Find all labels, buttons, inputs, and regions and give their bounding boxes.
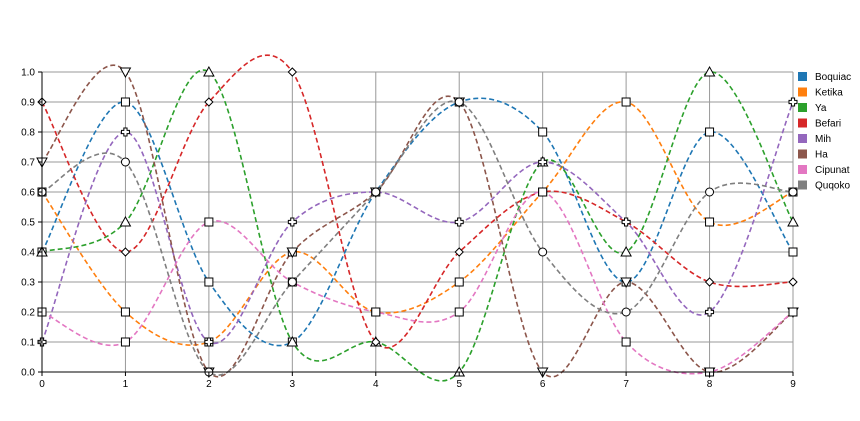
legend-swatch-boquiac (798, 72, 807, 81)
axis-layer: 0.0 0.1 0.2 0.3 0.4 0.5 0.6 0.7 0.8 0.9 1.0 0 1 2 3 4 5 6… (21, 68, 796, 391)
grid-layer (41, 71, 794, 373)
data-point-mih (538, 157, 548, 167)
legend-label-ha: Ha (815, 150, 828, 161)
legend-label-mih: Mih (815, 134, 831, 145)
series-line-ketika (41, 101, 794, 346)
x-tick-label: 0 (39, 379, 45, 390)
y-tick-label: 1.0 (21, 68, 35, 79)
series-line-ha (41, 64, 794, 378)
data-point-befari (788, 277, 798, 287)
data-point-boquiac (538, 127, 548, 137)
legend-swatch-ya (798, 103, 807, 112)
y-tick-label: 0.7 (21, 158, 35, 169)
legend: Boquiac Ketika Ya Befari Mih Ha Cipunat Quqoko (798, 72, 851, 192)
legend-swatch-ketika (798, 87, 807, 97)
data-point-mih (120, 127, 130, 137)
y-tick-label: 0.9 (21, 98, 35, 109)
data-point-quqoko (788, 187, 798, 197)
data-point-quqoko (621, 307, 631, 317)
data-point-cipunat (204, 217, 214, 227)
data-point-befari (454, 247, 464, 257)
data-point-befari (120, 247, 131, 257)
legend-label-befari: Befari (815, 119, 841, 130)
data-point-ya (203, 65, 215, 77)
data-point-mih (204, 337, 214, 347)
legend-swatch-quqoko (798, 180, 807, 190)
data-point-quqoko (538, 247, 548, 257)
legend-label-ketika: Ketika (815, 88, 843, 99)
legend-label-cipunat: Cipunat (815, 165, 850, 176)
series-line-mih (41, 101, 794, 345)
data-point-cipunat (788, 307, 798, 317)
data-point-ha (620, 277, 632, 289)
data-point-ha (119, 67, 132, 79)
data-point-ketika (621, 97, 631, 107)
data-point-boquiac (788, 247, 798, 257)
data-point-cipunat (621, 337, 631, 347)
data-point-mih (705, 307, 715, 317)
data-point-ketika (705, 217, 715, 227)
x-tick-label: 1 (123, 379, 129, 390)
data-point-quqoko (371, 187, 381, 197)
x-tick-label: 9 (790, 379, 796, 390)
y-tick-label: 0.6 (21, 188, 35, 199)
x-tick-label: 4 (373, 379, 379, 390)
series-line-ya (41, 69, 794, 382)
data-point-ha (286, 247, 299, 259)
data-point-cipunat (454, 307, 464, 317)
data-point-ya (286, 335, 299, 347)
legend-swatch-cipunat (798, 165, 807, 174)
series-line-befari (41, 54, 794, 349)
series-layer (41, 54, 794, 382)
data-point-ya (620, 245, 632, 257)
x-tick-label: 6 (540, 379, 546, 390)
y-tick-label: 0.1 (21, 338, 35, 349)
data-point-cipunat (371, 307, 381, 317)
series-line-quqoko (41, 100, 794, 376)
data-point-ya (119, 215, 132, 227)
y-tick-label: 0.5 (21, 218, 35, 229)
data-point-mih (621, 217, 631, 227)
data-point-boquiac (120, 97, 130, 107)
data-point-mih (287, 217, 297, 227)
x-tick-label: 5 (456, 379, 462, 390)
data-point-befari (287, 67, 298, 77)
data-point-ketika (120, 307, 130, 317)
data-point-cipunat (120, 337, 130, 347)
y-tick-label: 0.3 (21, 278, 35, 289)
series-line-boquiac (41, 97, 794, 347)
y-tick-label: 0.8 (21, 128, 35, 139)
legend-swatch-befari (798, 118, 807, 128)
y-tick-label: 0.4 (21, 248, 35, 259)
data-point-befari (371, 337, 381, 347)
data-point-befari (204, 97, 214, 107)
legend-label-quqoko: Quqoko (815, 181, 850, 192)
legend-swatch-mih (798, 134, 807, 143)
data-point-ya (703, 65, 716, 77)
data-point-boquiac (705, 127, 715, 137)
data-point-mih (788, 97, 798, 107)
legend-label-boquiac: Boquiac (815, 72, 851, 83)
data-point-befari (704, 277, 715, 287)
x-tick-label: 7 (623, 379, 629, 390)
x-tick-label: 3 (290, 379, 296, 390)
y-tick-label: 0.0 (21, 368, 35, 379)
data-point-quqoko (120, 157, 130, 167)
series-line-cipunat (41, 191, 794, 375)
data-point-quqoko (705, 187, 715, 197)
x-tick-label: 2 (206, 379, 212, 390)
legend-swatch-ha (798, 149, 807, 159)
data-point-boquiac (204, 277, 214, 287)
data-point-ya (787, 215, 799, 227)
y-tick-label: 0.2 (21, 308, 35, 319)
data-point-quqoko (287, 277, 297, 287)
data-point-ketika (454, 277, 464, 287)
data-point-mih (454, 217, 464, 227)
x-tick-label: 8 (707, 379, 713, 390)
legend-label-ya: Ya (815, 103, 827, 114)
data-point-cipunat (538, 187, 548, 197)
data-point-quqoko (454, 97, 464, 107)
